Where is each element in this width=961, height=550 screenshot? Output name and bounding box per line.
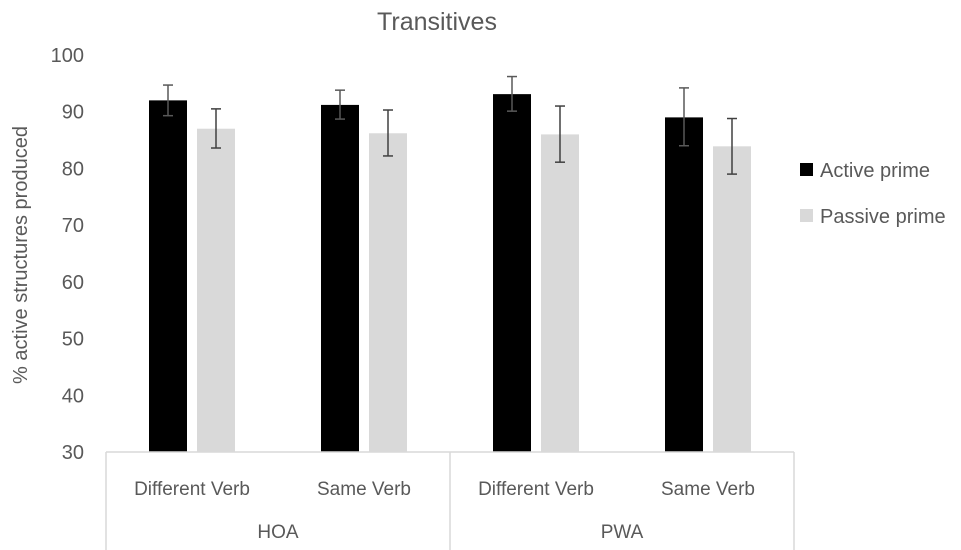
y-tick-label: 40 [62, 385, 84, 407]
legend: Active prime Passive prime [800, 160, 946, 228]
chart-title: Transitives [377, 8, 497, 36]
y-tick-label: 100 [51, 45, 84, 67]
x-category-label: Same Verb [317, 479, 411, 500]
legend-swatch [800, 163, 813, 176]
bar-active-prime [493, 94, 531, 452]
bar-active-prime [321, 104, 359, 452]
y-tick-label: 70 [62, 215, 84, 237]
x-axis: Different Verb Same Verb Different Verb Sam… [105, 451, 795, 550]
legend-swatch [800, 209, 813, 222]
x-category-label: Different Verb [478, 479, 594, 500]
x-group-label: HOA [257, 522, 299, 543]
error-bars [163, 75, 737, 175]
bar-passive-prime [369, 133, 407, 452]
x-category-label: Different Verb [134, 479, 250, 500]
bar-passive-prime [713, 146, 751, 452]
y-tick-label: 30 [62, 442, 84, 464]
x-group-label: PWA [601, 522, 644, 543]
y-tick-label: 90 [62, 102, 84, 124]
y-tick-label: 80 [62, 158, 84, 180]
bars [149, 94, 751, 452]
y-tick-label: 60 [62, 272, 84, 294]
bar-active-prime [665, 117, 703, 452]
bar-passive-prime [541, 134, 579, 452]
y-tick-label: 50 [62, 329, 84, 351]
legend-label: Passive prime [820, 206, 946, 228]
legend-label: Active prime [820, 160, 930, 182]
y-axis-ticks: 30 40 50 60 70 80 90 100 [51, 45, 84, 464]
x-category-label: Same Verb [661, 479, 755, 500]
bar-passive-prime [197, 128, 235, 452]
bar-active-prime [149, 100, 187, 452]
y-axis-label: % active structures produced [10, 126, 32, 384]
